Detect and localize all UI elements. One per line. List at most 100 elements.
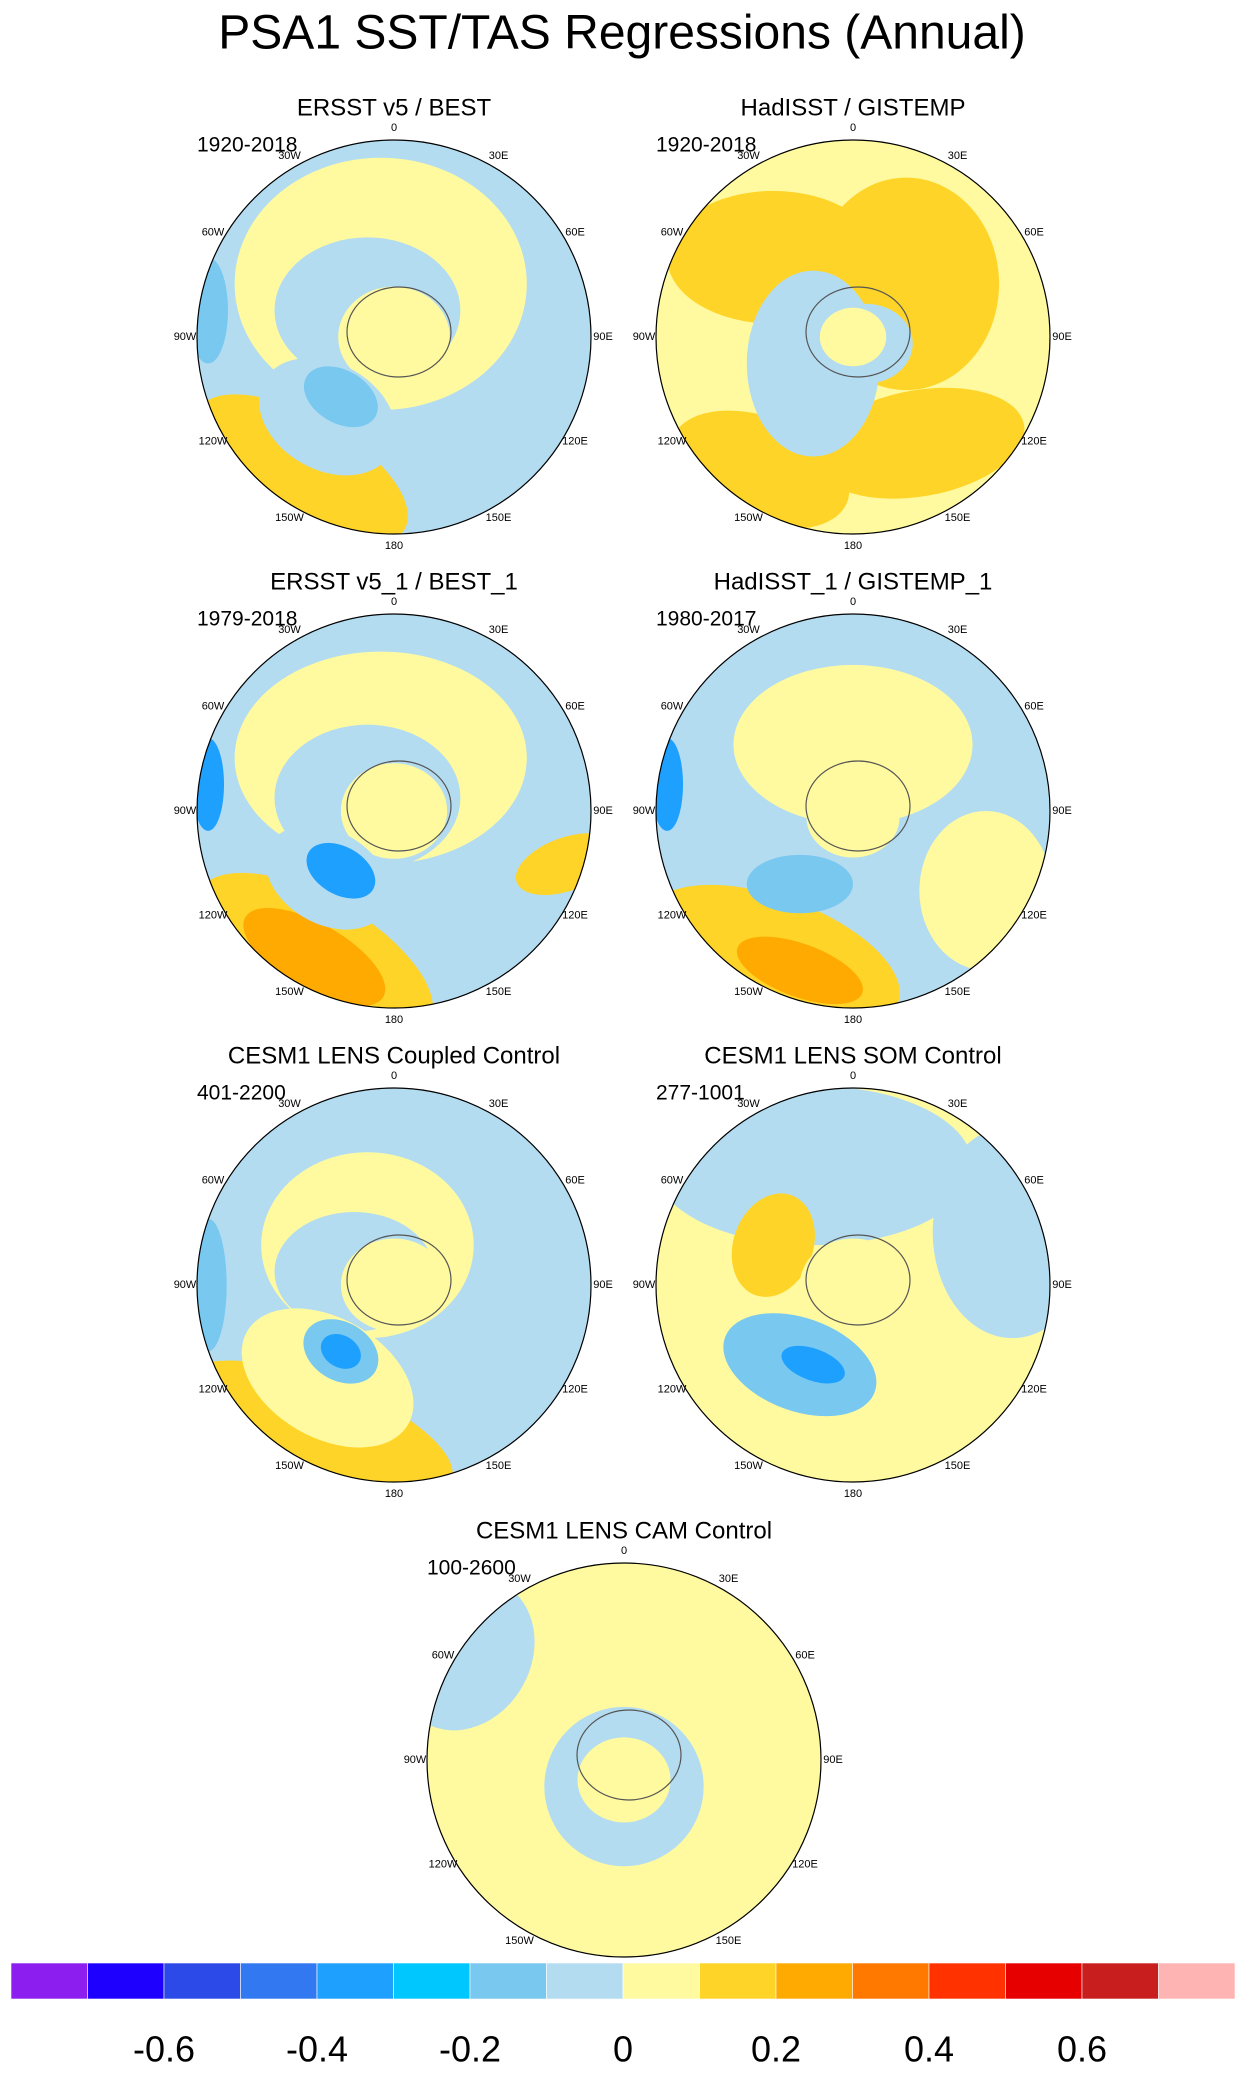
lon-label: 30E: [489, 150, 509, 162]
field-region: [340, 763, 448, 859]
colorbar-box: [775, 1962, 853, 2000]
lon-label: 30E: [489, 624, 509, 636]
colorbar-box: [699, 1962, 777, 2000]
lon-label: 120E: [1021, 435, 1047, 447]
colorbar-label: 0.2: [751, 2029, 801, 2070]
panel-title: HadISST_1 / GISTEMP_1: [714, 568, 993, 595]
colorbar-box: [87, 1962, 165, 2000]
lon-label: 30E: [948, 150, 968, 162]
colorbar-box: [546, 1962, 624, 2000]
lon-label: 60W: [432, 1649, 455, 1661]
colorbar-box: [393, 1962, 471, 2000]
lon-label: 30W: [737, 624, 760, 636]
lon-label: 0: [850, 596, 856, 608]
colorbar-box: [163, 1962, 241, 2000]
lon-label: 120E: [1021, 1383, 1047, 1395]
lon-label: 90W: [174, 331, 197, 343]
lon-label: 90W: [633, 1279, 656, 1291]
field: [197, 1088, 591, 1482]
field-region: [733, 664, 973, 825]
lon-label: 150W: [734, 1460, 763, 1472]
panel-title: CESM1 LENS Coupled Control: [228, 1042, 560, 1069]
lon-label: 30W: [278, 624, 301, 636]
lon-label: 30W: [278, 150, 301, 162]
lon-label: 150E: [945, 512, 971, 524]
lon-label: 120E: [562, 1383, 588, 1395]
panel-period: 1980-2017: [656, 608, 756, 631]
lon-label: 30E: [948, 624, 968, 636]
lon-label: 30W: [508, 1573, 531, 1585]
colorbar-box: [469, 1962, 547, 2000]
field: [656, 140, 1050, 534]
colorbar-box: [1005, 1962, 1083, 2000]
lon-label: 90W: [174, 805, 197, 817]
colorbar-box: [316, 1962, 394, 2000]
map-border: [655, 1087, 1051, 1483]
field-region: [243, 907, 386, 1007]
antarctica-coast: [805, 286, 911, 378]
panel-period: 100-2600: [427, 1557, 516, 1580]
field-region: [340, 1238, 448, 1332]
field: [197, 140, 591, 534]
antarctica-coast: [805, 1234, 911, 1326]
lon-label: 150W: [275, 986, 304, 998]
lon-label: 150W: [734, 512, 763, 524]
map-panel: 0 30E 60E 90E 120E 150E 180 150W 120W 90W 60W 30W CE…: [174, 1042, 613, 1500]
map-panel: 0 30E 60E 90E 120E 150E 180 150W 120W 90W 60W 30W Ha…: [633, 568, 1072, 1026]
map-border: [655, 613, 1051, 1009]
colorbar-box: [622, 1962, 700, 2000]
field-region: [515, 833, 591, 895]
lon-label: 120E: [562, 909, 588, 921]
lon-label: 0: [391, 122, 397, 134]
map-border: [196, 613, 592, 1009]
lon-label: 120E: [1021, 909, 1047, 921]
field-region: [303, 366, 378, 428]
lon-label: 60W: [661, 1174, 684, 1186]
lon-label: 90E: [593, 1279, 613, 1291]
lon-label: 90E: [1052, 805, 1072, 817]
lon-label: 0: [391, 1070, 397, 1082]
field: [656, 614, 1050, 1008]
lon-label: 150W: [734, 986, 763, 998]
lon-label: 120W: [658, 1383, 687, 1395]
field-region: [656, 1088, 973, 1246]
colorbar-box: [10, 1962, 88, 2000]
lon-label: 60W: [202, 1174, 225, 1186]
panel-period: 1920-2018: [197, 134, 297, 157]
lon-label: 60W: [661, 226, 684, 238]
colorbar-box: [928, 1962, 1006, 2000]
lon-label: 90E: [1052, 1279, 1072, 1291]
field-region: [197, 394, 408, 534]
lon-label: 180: [385, 1014, 403, 1026]
lon-label: 90E: [823, 1754, 843, 1766]
lon-label: 150W: [275, 512, 304, 524]
lon-label: 60E: [795, 1649, 815, 1661]
lon-label: 30E: [489, 1098, 509, 1110]
colorbar-label: 0: [613, 2029, 633, 2070]
field-region: [746, 854, 853, 914]
lon-label: 150E: [716, 1935, 742, 1947]
field-region: [338, 286, 450, 388]
lon-label: 120E: [562, 435, 588, 447]
lon-label: 60E: [1024, 226, 1044, 238]
lon-label: 30W: [278, 1098, 301, 1110]
colorbar-label: 0.4: [904, 2029, 954, 2070]
field-region: [932, 1125, 1050, 1339]
panel-period: 1920-2018: [656, 134, 756, 157]
colorbar-label: -0.4: [286, 2029, 348, 2070]
lon-label: 120W: [429, 1858, 458, 1870]
lon-label: 180: [844, 1488, 862, 1500]
lon-label: 120W: [199, 1383, 228, 1395]
map-panel: 0 30E 60E 90E 120E 150E 180 150W 120W 90W 60W 30W Ha…: [633, 94, 1072, 552]
colorbar-box: [1081, 1962, 1159, 2000]
panel-period: 401-2200: [197, 1082, 286, 1105]
lon-label: 0: [850, 122, 856, 134]
lon-label: 60E: [1024, 700, 1044, 712]
lon-label: 60W: [202, 226, 225, 238]
lon-label: 90W: [404, 1754, 427, 1766]
map-border: [426, 1562, 822, 1958]
panel-title: CESM1 LENS CAM Control: [476, 1517, 772, 1544]
panel-period: 1979-2018: [197, 608, 297, 631]
colorbar-box: [852, 1962, 930, 2000]
